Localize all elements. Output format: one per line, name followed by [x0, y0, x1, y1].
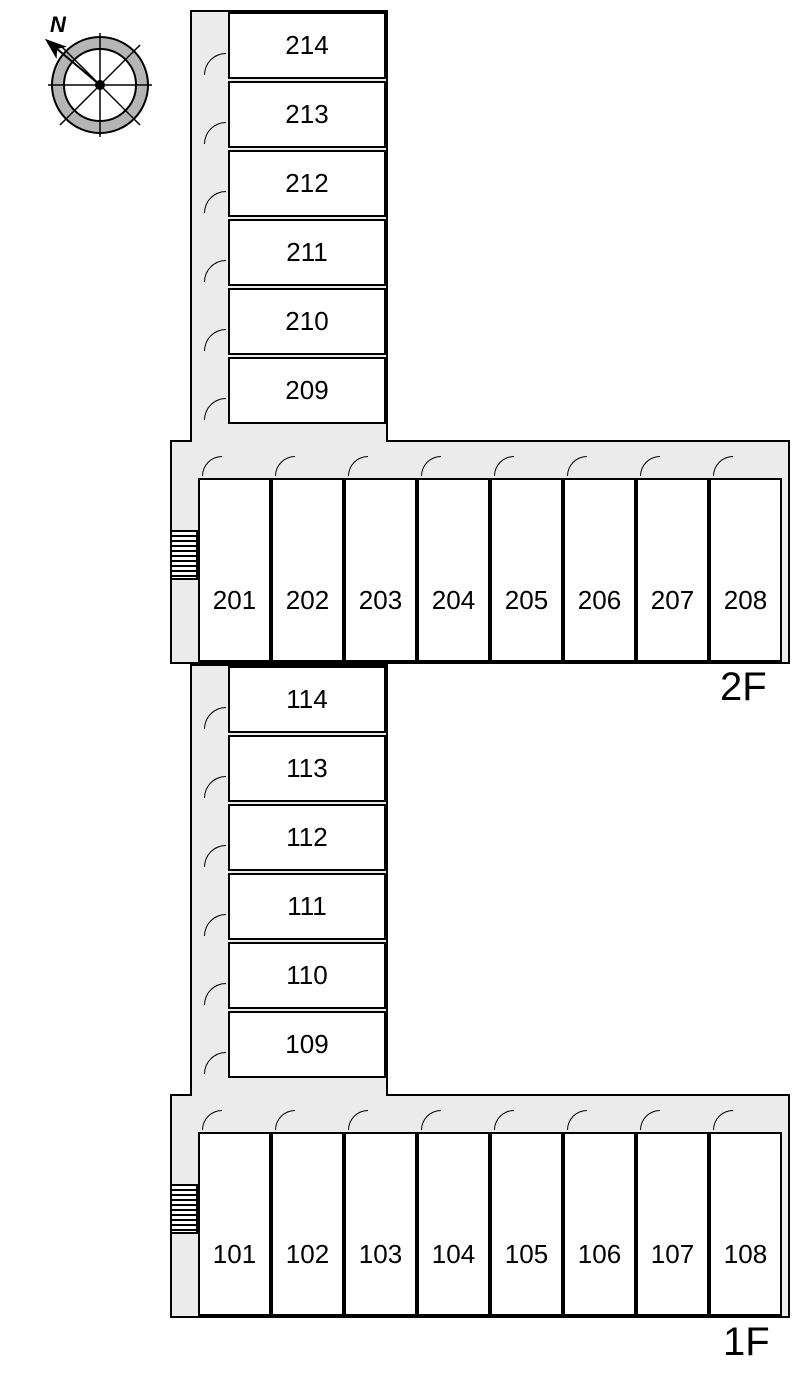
room-number: 112	[286, 822, 327, 853]
room-number: 113	[286, 753, 327, 784]
room-207: 207	[636, 478, 709, 662]
room-208: 208	[709, 478, 782, 662]
room-211: 211	[228, 219, 386, 286]
room-number: 205	[505, 585, 548, 616]
room-number: 201	[213, 585, 256, 616]
room-108: 108	[709, 1132, 782, 1316]
room-105: 105	[490, 1132, 563, 1316]
room-number: 206	[578, 585, 621, 616]
room-number: 106	[578, 1239, 621, 1270]
room-number: 103	[359, 1239, 402, 1270]
room-number: 114	[286, 684, 327, 715]
room-number: 210	[285, 306, 328, 337]
room-number: 109	[285, 1029, 328, 1060]
room-number: 211	[286, 237, 327, 268]
room-203: 203	[344, 478, 417, 662]
room-206: 206	[563, 478, 636, 662]
room-209: 209	[228, 357, 386, 424]
stairs-icon	[170, 530, 198, 580]
room-number: 209	[285, 375, 328, 406]
room-number: 111	[287, 891, 327, 922]
floor-plan-2F: 214 213 212 211 210 209 201 202 203 204 205 206 207 2…	[0, 0, 800, 670]
room-110: 110	[228, 942, 386, 1009]
room-number: 105	[505, 1239, 548, 1270]
room-213: 213	[228, 81, 386, 148]
room-202: 202	[271, 478, 344, 662]
corridor-junction	[192, 1093, 386, 1097]
room-104: 104	[417, 1132, 490, 1316]
room-103: 103	[344, 1132, 417, 1316]
room-number: 101	[213, 1239, 256, 1270]
room-101: 101	[198, 1132, 271, 1316]
room-number: 108	[724, 1239, 767, 1270]
floor-plan-1F: 114 113 112 111 110 109 101 102 103 104 105 106 107 1…	[0, 654, 800, 1324]
room-number: 107	[651, 1239, 694, 1270]
floor-label-1F: 1F	[723, 1320, 770, 1365]
room-number: 204	[432, 585, 475, 616]
room-number: 207	[651, 585, 694, 616]
room-109: 109	[228, 1011, 386, 1078]
room-number: 102	[286, 1239, 329, 1270]
room-number: 203	[359, 585, 402, 616]
room-210: 210	[228, 288, 386, 355]
room-214: 214	[228, 12, 386, 79]
floor-label-2F: 2F	[720, 665, 767, 710]
room-number: 214	[285, 30, 328, 61]
room-number: 213	[285, 99, 328, 130]
room-112: 112	[228, 804, 386, 871]
corridor-junction	[192, 439, 386, 443]
room-212: 212	[228, 150, 386, 217]
room-111: 111	[228, 873, 386, 940]
room-201: 201	[198, 478, 271, 662]
room-number: 110	[286, 960, 327, 991]
room-number: 104	[432, 1239, 475, 1270]
stairs-icon	[170, 1184, 198, 1234]
room-113: 113	[228, 735, 386, 802]
room-114: 114	[228, 666, 386, 733]
room-107: 107	[636, 1132, 709, 1316]
room-number: 202	[286, 585, 329, 616]
room-204: 204	[417, 478, 490, 662]
room-number: 212	[285, 168, 328, 199]
room-205: 205	[490, 478, 563, 662]
room-102: 102	[271, 1132, 344, 1316]
room-number: 208	[724, 585, 767, 616]
room-106: 106	[563, 1132, 636, 1316]
